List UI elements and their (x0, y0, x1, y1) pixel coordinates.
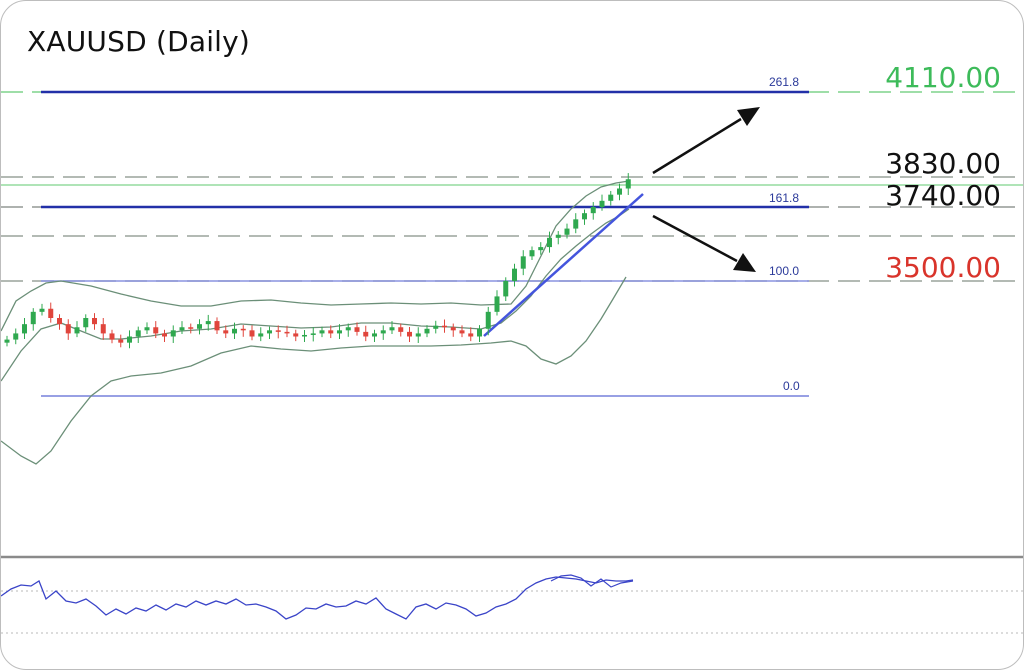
candle-body (459, 330, 465, 334)
arrow-up-head (737, 107, 760, 126)
candlestick-series (4, 173, 631, 349)
candle-body (424, 328, 430, 334)
candle-body (65, 324, 71, 334)
candle-body (284, 331, 290, 334)
candle-body (293, 333, 299, 337)
candle-body (30, 311, 36, 325)
candle-body (100, 324, 106, 334)
candle-body (109, 333, 115, 340)
candle-body (153, 327, 159, 334)
candle-body (197, 324, 202, 329)
candle-body (442, 325, 447, 328)
level-label-4110: 4110.00 (885, 61, 1001, 94)
candle-body (398, 327, 404, 332)
fib-label-161: 161.8 (769, 191, 800, 205)
candle-body (617, 188, 622, 195)
candle-body (625, 179, 631, 189)
candle-body (608, 194, 614, 201)
candle-body (310, 333, 316, 335)
arrow-down-head (733, 253, 756, 272)
candle-body (92, 318, 97, 325)
fib-label-261: 261.8 (769, 75, 800, 89)
level-label-3830: 3830.00 (885, 147, 1001, 180)
candle-body (555, 234, 561, 238)
candle-body (415, 333, 421, 337)
candle-body (302, 334, 307, 337)
candle-body (267, 330, 272, 334)
candle-body (144, 327, 150, 331)
uptrend-line (483, 193, 644, 337)
arrow-up (652, 117, 742, 175)
candle-body (127, 336, 132, 343)
candle-body (503, 281, 509, 297)
candle-body (372, 333, 377, 337)
candle-body (83, 318, 89, 328)
candle-body (485, 311, 491, 329)
candle-body (564, 228, 570, 235)
candle-body (573, 219, 579, 229)
candle-body (538, 247, 544, 251)
candle-body (162, 333, 167, 337)
candle-body (188, 327, 194, 329)
candle-body (205, 321, 211, 325)
candle-body (4, 339, 10, 343)
fib-label-100: 100.0 (769, 264, 800, 278)
candle-body (337, 330, 342, 334)
candle-body (118, 339, 124, 343)
candle-body (407, 331, 412, 337)
candle-body (240, 328, 246, 331)
candle-body (39, 308, 45, 312)
candle-body (135, 330, 141, 337)
chart-title: XAUUSD (Daily) (27, 25, 251, 58)
candle-body (363, 331, 369, 337)
candle-body (520, 256, 526, 269)
candle-body (319, 330, 325, 334)
fib-label-0: 0.0 (783, 379, 800, 393)
candle-body (345, 327, 351, 331)
level-label-3740: 3740.00 (885, 179, 1001, 212)
bollinger-lower-band (1, 276, 627, 465)
candle-body (468, 333, 474, 337)
candle-body (380, 330, 386, 334)
candle-body (22, 324, 27, 334)
candle-body (179, 327, 185, 331)
candle-body (389, 327, 395, 331)
candle-body (258, 333, 264, 337)
candle-body (494, 296, 500, 312)
candle-body (74, 327, 80, 334)
candle-body (590, 207, 596, 214)
bollinger-middle-band (1, 208, 630, 382)
candle-body (214, 321, 220, 331)
level-label-3500: 3500.00 (885, 251, 1001, 284)
candle-body (599, 200, 605, 207)
candle-body (450, 327, 456, 331)
oscillator-signal-line (550, 574, 634, 588)
candle-body (477, 328, 482, 337)
candle-body (223, 330, 229, 334)
candle-body (170, 330, 176, 337)
candle-body (232, 328, 237, 334)
candle-body (48, 308, 54, 318)
candle-body (512, 268, 517, 281)
candle-body (249, 330, 255, 337)
candle-body (433, 325, 439, 329)
candle-body (13, 333, 19, 340)
candle-body (328, 330, 334, 334)
candle-body (57, 318, 62, 325)
candle-body (275, 330, 281, 332)
candle-body (582, 213, 587, 220)
candle-body (547, 237, 552, 248)
candle-body (354, 327, 360, 332)
bollinger-upper-band (1, 180, 630, 332)
oscillator-line (1, 576, 634, 620)
arrow-down (652, 214, 738, 263)
candle-body (529, 250, 535, 257)
